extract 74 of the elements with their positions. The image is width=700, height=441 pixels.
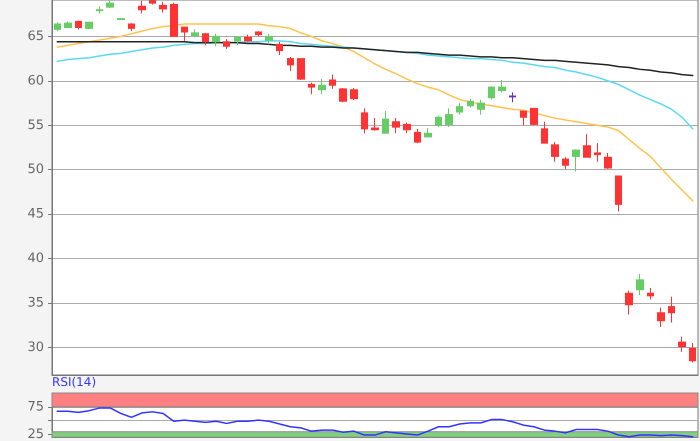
candlestick <box>297 58 305 80</box>
candlestick <box>75 20 82 30</box>
candlestick <box>329 74 336 90</box>
candlestick <box>488 86 495 100</box>
candlestick <box>678 336 686 352</box>
candlestick <box>64 20 72 28</box>
candlestick <box>85 22 93 30</box>
candlestick <box>498 79 506 93</box>
candlestick <box>382 110 389 134</box>
y-tick-label: 45 <box>27 206 44 222</box>
y-tick-label: 25 <box>27 427 44 441</box>
candlestick <box>668 296 675 324</box>
candlestick <box>265 33 273 45</box>
candlestick <box>170 2 178 37</box>
candlestick <box>435 115 442 128</box>
candlestick <box>138 0 146 14</box>
candlestick <box>625 290 633 316</box>
y-tick-label: 55 <box>27 118 44 133</box>
candlestick <box>562 156 569 170</box>
candlestick <box>181 26 188 42</box>
candlestick <box>477 99 485 116</box>
candlestick <box>361 108 368 134</box>
candlestick <box>647 287 654 300</box>
candlestick <box>318 78 326 95</box>
candlestick <box>223 38 230 50</box>
candlestick <box>689 342 696 364</box>
candlestick <box>287 56 294 72</box>
candlestick <box>520 110 527 126</box>
y-tick-label: 30 <box>27 340 44 355</box>
candlestick <box>403 122 411 134</box>
candlestick <box>202 32 209 46</box>
candlestick <box>255 30 262 37</box>
y-tick-label: 40 <box>27 251 44 266</box>
candlestick <box>604 152 612 170</box>
candlestick <box>583 134 591 158</box>
y-tick-label: 50 <box>27 162 44 178</box>
candlestick <box>414 128 421 144</box>
candlestick <box>551 142 559 162</box>
candlestick <box>530 108 538 126</box>
candlestick <box>96 6 103 14</box>
chart-title: RSI(14) <box>52 375 96 389</box>
y-tick-label: 65 <box>27 28 44 44</box>
line-series <box>56 23 694 202</box>
candlestick <box>308 82 315 95</box>
candlestick <box>244 34 252 42</box>
candlestick <box>636 273 644 296</box>
candlestick <box>657 306 665 328</box>
candlestick <box>128 22 135 32</box>
y-tick-label: 35 <box>27 296 44 311</box>
candlestick <box>456 102 463 116</box>
candlestick <box>276 41 283 56</box>
candlestick <box>509 92 516 103</box>
candlestick <box>594 142 601 162</box>
candlestick <box>234 36 241 46</box>
candlestick <box>106 0 114 8</box>
candlestick <box>54 22 61 32</box>
candlestick <box>424 127 432 138</box>
candlestick <box>445 108 453 128</box>
line-series <box>56 41 694 76</box>
candlestick <box>149 0 156 5</box>
candlestick <box>615 175 622 212</box>
candlestick <box>212 33 220 47</box>
line-series <box>56 407 694 438</box>
candlestick <box>191 28 199 38</box>
candlestick <box>339 87 347 103</box>
candlestick <box>159 1 167 13</box>
candlestick <box>392 118 400 134</box>
candlestick <box>371 118 379 132</box>
candlestick <box>541 121 548 144</box>
candlestick <box>467 98 474 108</box>
y-tick-label: 60 <box>27 73 44 88</box>
candlestick <box>572 148 580 172</box>
y-tick-label: 75 <box>27 399 44 414</box>
candlestick <box>350 87 358 100</box>
